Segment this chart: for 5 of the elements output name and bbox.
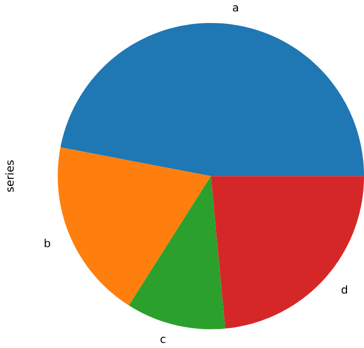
slice-label: b [44,238,50,248]
slice-label: a [232,5,238,12]
slice-label: d [342,285,347,294]
slice-label: c [160,336,166,343]
text: series [5,160,14,192]
